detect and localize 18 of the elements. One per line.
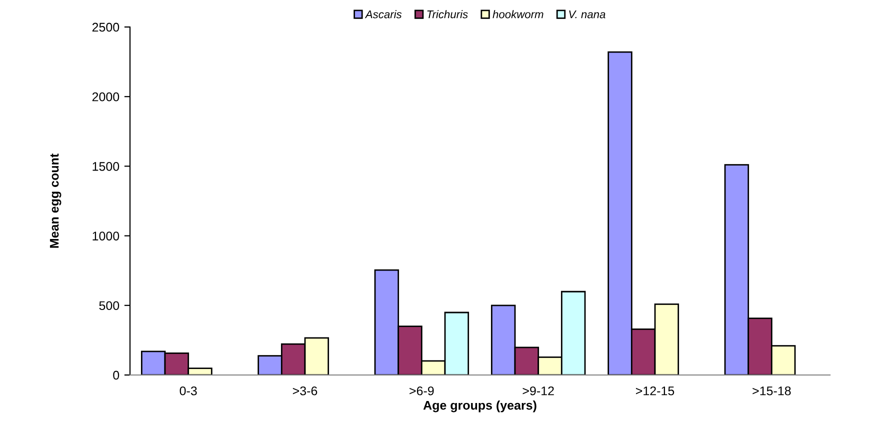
y-axis-title: Mean egg count (50, 154, 62, 248)
x-tick-label: >9-12 (522, 386, 554, 396)
legend-label: hookworm (492, 10, 544, 18)
y-tick-label: 2500 (92, 22, 120, 32)
legend-label: Ascaris (364, 10, 402, 18)
y-tick-label: 1000 (92, 232, 120, 240)
legend-label: V. nana (569, 10, 606, 18)
y-tick-label: 2000 (92, 92, 120, 102)
x-tick-label: >12-15 (636, 386, 674, 396)
x-tick-label: >6-9 (410, 386, 434, 396)
x-tick-label: >3-6 (292, 386, 318, 396)
x-tick-label: >15-18 (752, 386, 791, 396)
y-tick-label: 500 (99, 301, 120, 310)
y-tick-label: 1500 (92, 162, 120, 171)
y-tick-label: 0 (113, 370, 120, 380)
x-tick-label: 0-3 (180, 386, 197, 396)
legend-label: Trichuris (427, 10, 468, 18)
x-axis-title: Age groups (years) (423, 400, 536, 412)
